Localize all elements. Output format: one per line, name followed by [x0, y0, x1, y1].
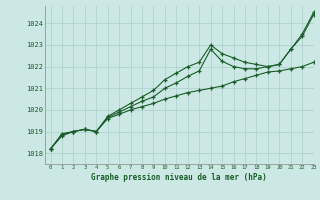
X-axis label: Graphe pression niveau de la mer (hPa): Graphe pression niveau de la mer (hPa) [91, 173, 267, 182]
